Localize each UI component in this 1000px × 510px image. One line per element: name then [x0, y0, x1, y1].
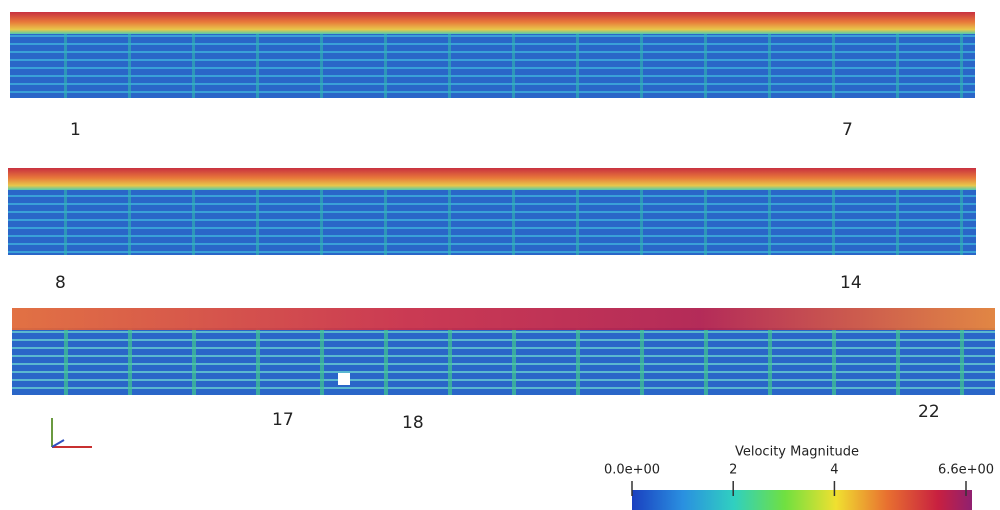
colorbar	[632, 490, 972, 510]
panel-label: 7	[842, 120, 853, 140]
colorbar-tick-label: 0.0e+00	[604, 463, 660, 478]
colorbar-tick-label: 6.6e+00	[938, 463, 994, 478]
colorbar-tick-label: 2	[729, 463, 737, 478]
panel-label: 1	[70, 120, 81, 140]
flow-top	[10, 12, 975, 34]
hotspot	[338, 373, 350, 385]
panel-label: 18	[402, 413, 424, 433]
figure: 1 7 8 14 17 18 22 Velocity Magnitude 0.0…	[0, 0, 1000, 510]
panel-1	[10, 12, 975, 98]
flow-field	[10, 32, 975, 98]
panel-label: 14	[840, 273, 862, 293]
flow-top	[12, 308, 995, 330]
flow-top	[8, 168, 976, 190]
panel-3	[12, 308, 995, 395]
panel-label: 17	[272, 410, 294, 430]
axes-triad	[52, 418, 92, 447]
panel-label: 22	[918, 402, 940, 422]
panel-label: 8	[55, 273, 66, 293]
flow-field	[8, 188, 976, 255]
colorbar-title: Velocity Magnitude	[735, 445, 859, 460]
flow-field	[12, 328, 995, 395]
panel-2	[8, 168, 976, 255]
colorbar-tick-label: 4	[830, 463, 838, 478]
